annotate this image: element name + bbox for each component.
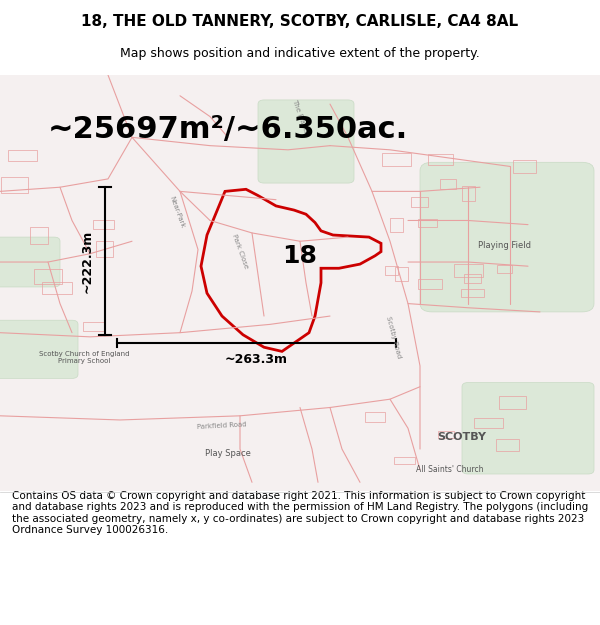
Bar [42,282,72,294]
FancyBboxPatch shape [0,237,60,287]
Bar [8,150,37,161]
FancyBboxPatch shape [420,162,594,312]
Text: SCOTBY: SCOTBY [437,432,487,442]
Bar [365,412,385,422]
Bar [440,179,456,189]
Text: Playing Field: Playing Field [478,241,530,250]
Bar [496,439,518,451]
FancyBboxPatch shape [0,320,78,378]
Text: Play Space: Play Space [205,449,251,458]
Bar [497,265,512,272]
Text: Scotby Church of England
Primary School: Scotby Church of England Primary School [39,351,129,364]
Text: Parkfield Road: Parkfield Road [197,422,247,431]
Bar [428,154,454,165]
Bar [93,219,114,229]
Bar [513,159,536,173]
Bar [411,197,428,208]
Bar [1,177,28,192]
FancyBboxPatch shape [462,382,594,474]
Text: ~222.3m: ~222.3m [80,229,94,292]
Bar [382,152,411,166]
Bar [439,431,454,438]
Text: Map shows position and indicative extent of the property.: Map shows position and indicative extent… [120,48,480,61]
Bar [391,217,403,231]
Bar [31,227,48,244]
Text: The Plains: The Plains [291,99,309,134]
Bar [462,186,475,201]
Bar [34,269,62,284]
FancyBboxPatch shape [258,100,354,183]
Text: ~25697m²/~6.350ac.: ~25697m²/~6.350ac. [48,114,408,144]
Text: Park Close: Park Close [231,234,249,269]
Bar [461,289,484,297]
Bar [418,279,442,289]
Bar [464,274,481,283]
Text: ~263.3m: ~263.3m [225,353,288,366]
Text: Near-Park: Near-Park [169,196,185,229]
Bar [394,456,415,464]
Text: Scotby Road: Scotby Road [385,315,401,359]
Bar [474,418,503,428]
Bar [454,264,484,277]
Bar [83,322,105,331]
Bar [499,396,526,409]
Bar [395,268,409,281]
Text: 18: 18 [283,244,317,268]
Bar [96,241,113,257]
Text: Contains OS data © Crown copyright and database right 2021. This information is : Contains OS data © Crown copyright and d… [12,491,588,536]
Bar [385,266,398,275]
Text: 18, THE OLD TANNERY, SCOTBY, CARLISLE, CA4 8AL: 18, THE OLD TANNERY, SCOTBY, CARLISLE, C… [82,14,518,29]
Bar [418,219,437,228]
Text: All Saints' Church: All Saints' Church [416,466,484,474]
